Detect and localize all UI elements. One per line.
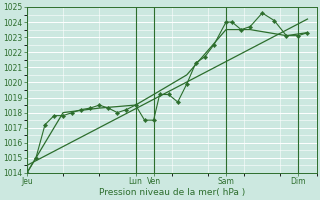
X-axis label: Pression niveau de la mer( hPa ): Pression niveau de la mer( hPa ) (99, 188, 245, 197)
